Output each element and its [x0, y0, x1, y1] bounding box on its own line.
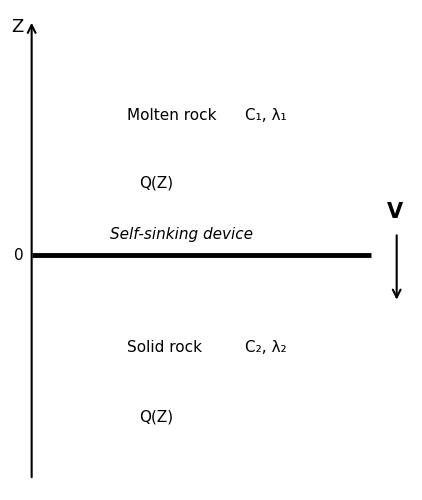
Text: Q(Z): Q(Z) [139, 410, 173, 425]
Text: Self-sinking device: Self-sinking device [110, 228, 253, 242]
Text: V: V [387, 202, 403, 222]
Text: Molten rock: Molten rock [127, 108, 216, 122]
Text: Solid rock: Solid rock [127, 340, 202, 355]
Text: Q(Z): Q(Z) [139, 175, 173, 190]
Text: 0: 0 [14, 248, 23, 262]
Text: C₁, λ₁: C₁, λ₁ [245, 108, 287, 122]
Text: Z: Z [11, 18, 23, 36]
Text: C₂, λ₂: C₂, λ₂ [245, 340, 287, 355]
